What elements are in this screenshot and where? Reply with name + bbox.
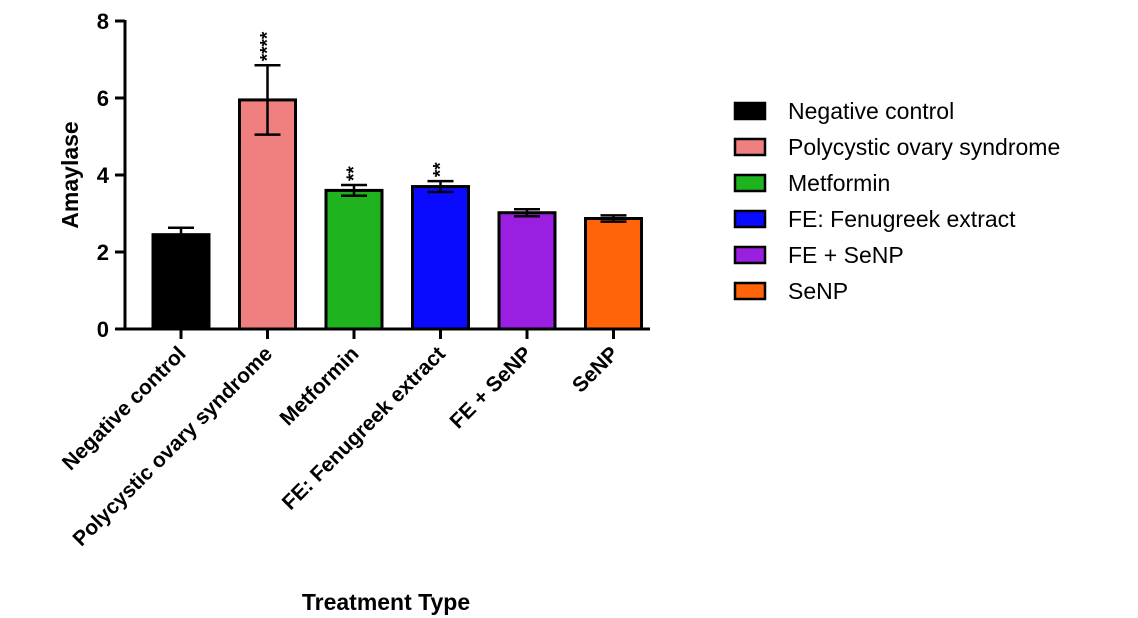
x-tick-label: Metformin: [276, 342, 364, 430]
legend-label: Negative control: [788, 98, 954, 124]
y-tick-label: 2: [97, 240, 109, 265]
legend-label: Polycystic ovary syndrome: [788, 134, 1060, 160]
bar: [324, 188, 384, 331]
y-tick-label: 8: [97, 9, 109, 34]
legend-swatch: [733, 209, 767, 229]
legend-swatch: [733, 137, 767, 157]
legend-label: SeNP: [788, 278, 848, 304]
bar: [411, 185, 470, 331]
legend-swatch: [733, 245, 767, 265]
significance-label: **: [431, 162, 452, 177]
significance-label: **: [344, 166, 365, 181]
bar: [151, 233, 211, 331]
y-tick-label: 6: [97, 86, 109, 111]
x-axis-title: Treatment Type: [302, 589, 470, 615]
legend-label: Metformin: [788, 170, 890, 196]
bars: ****** **: [151, 31, 643, 331]
legend-swatch: [733, 101, 767, 121]
legend-label: FE + SeNP: [788, 242, 904, 268]
legend-label: FE: Fenugreek extract: [788, 206, 1016, 232]
bar: [584, 217, 643, 331]
bar: [497, 211, 557, 331]
y-tick-label: 4: [97, 163, 110, 188]
legend: Negative control Polycystic ovary syndrom…: [733, 98, 1060, 304]
y-axis-title: Amaylase: [57, 121, 83, 228]
x-tick-label: FE: Fenugreek extract: [278, 342, 450, 514]
y-tick-label: 0: [97, 317, 109, 342]
significance-label: ****: [258, 31, 279, 61]
y-axis: 0 2 4 6 8: [97, 9, 127, 342]
x-tick-label: FE + SeNP: [446, 342, 537, 433]
legend-swatch: [733, 173, 767, 193]
x-tick-label: SeNP: [568, 342, 623, 397]
legend-swatch: [733, 281, 767, 301]
